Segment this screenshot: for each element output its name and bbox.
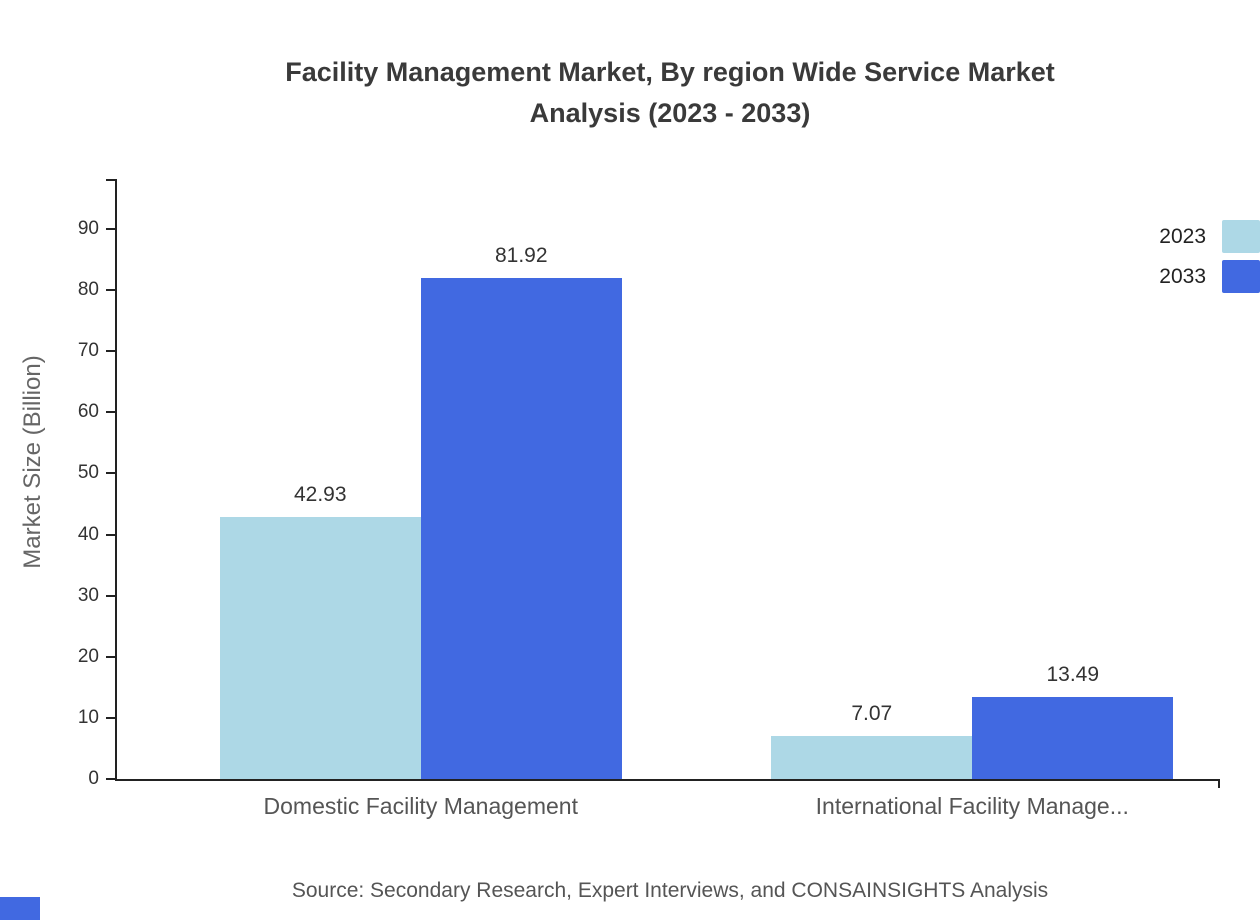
y-tick-mark	[106, 655, 117, 658]
y-tick-mark	[106, 594, 117, 597]
source-text: Source: Secondary Research, Expert Inter…	[291, 879, 1049, 902]
legend-swatch-2023	[1222, 220, 1260, 253]
bar-2033-category-1	[420, 278, 622, 779]
value-label: 7.07	[851, 701, 893, 725]
y-tick-mark	[106, 533, 117, 536]
bar-2023-category-2	[771, 735, 973, 779]
legend-label-2033: 2033	[1159, 264, 1206, 288]
y-axis-top-tick	[106, 179, 117, 181]
legend-item-2023: 2023	[1159, 220, 1260, 253]
y-tick-mark	[106, 411, 117, 414]
category-label: International Facility Manage...	[815, 793, 1129, 819]
bar-2033-category-2	[972, 696, 1174, 779]
y-tick-label: 70	[77, 340, 99, 362]
y-tick-label: 10	[77, 706, 99, 728]
y-tick-label: 80	[77, 279, 99, 301]
y-tick-label: 0	[88, 768, 99, 789]
bar-2023-category-1	[219, 516, 421, 779]
brand-corner-square	[0, 897, 40, 920]
y-tick-mark	[106, 289, 117, 292]
y-tick-mark	[106, 778, 117, 780]
y-tick-mark	[106, 716, 117, 719]
y-tick-label: 50	[77, 462, 99, 484]
value-label: 13.49	[1046, 662, 1100, 686]
legend-label-2023: 2023	[1159, 224, 1206, 248]
y-tick-mark	[106, 472, 117, 475]
y-tick-label: 60	[77, 401, 99, 423]
y-tick-label: 30	[77, 584, 99, 606]
value-label: 81.92	[494, 244, 548, 268]
y-tick-label: 40	[77, 523, 99, 545]
value-label: 42.93	[293, 482, 347, 506]
category-label: Domestic Facility Management	[263, 793, 578, 819]
plot-area: 0 10 20 30 40 50 60 70 80 90 42.93 81.92 Domestic Fa…	[78, 179, 1220, 819]
x-axis-end-tick	[1218, 779, 1220, 788]
legend-item-2033: 2033	[1159, 260, 1260, 293]
y-tick-mark	[106, 227, 117, 230]
y-tick-label: 90	[77, 217, 99, 239]
legend-swatch-2033	[1222, 260, 1260, 293]
legend: 2023 2033	[1159, 220, 1260, 293]
y-tick-label: 20	[77, 645, 99, 667]
y-axis-label: Market Size (Billion)	[19, 355, 46, 569]
y-tick-mark	[106, 350, 117, 353]
chart-title: Facility Management Market, By region Wi…	[285, 57, 1055, 128]
